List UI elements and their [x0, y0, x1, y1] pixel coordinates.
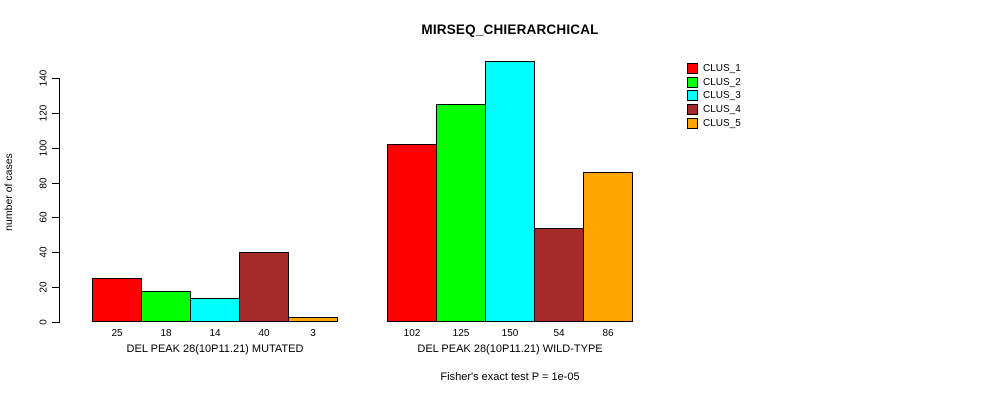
bar-value-label: 25	[111, 328, 123, 339]
bar-value-label: 86	[602, 328, 614, 339]
y-tick-label: 40	[38, 246, 50, 258]
legend-label: CLUS_4	[703, 104, 741, 116]
legend-swatch-clus_4	[687, 104, 698, 116]
legend-label: CLUS_3	[703, 90, 741, 102]
bar-value-label: 150	[501, 328, 519, 339]
legend-label: CLUS_2	[703, 76, 741, 88]
bar-value-label: 18	[160, 328, 172, 339]
y-tick-label: 60	[38, 211, 50, 223]
bar-clus_5-group2	[583, 172, 633, 322]
x-group-label: DEL PEAK 28(10P11.21) WILD-TYPE	[417, 343, 603, 355]
bar-clus_4-group1	[239, 252, 289, 322]
y-axis-tick	[52, 252, 60, 253]
y-tick-label: 140	[38, 69, 50, 87]
y-axis-tick	[52, 183, 60, 184]
bar-value-label: 40	[258, 328, 270, 339]
bar-clus_1-group1	[92, 278, 142, 322]
y-tick-label: 20	[38, 281, 50, 293]
legend-label: CLUS_1	[703, 63, 741, 74]
bar-clus_4-group2	[534, 228, 584, 322]
y-axis-tick	[52, 322, 60, 323]
y-tick-label: 80	[38, 177, 50, 189]
bar-value-label: 102	[403, 328, 421, 339]
bar-value-label: 3	[310, 328, 316, 339]
chart-title: MIRSEQ_CHIERARCHICAL	[421, 22, 599, 37]
bar-clus_3-group1	[190, 298, 240, 322]
y-tick-label: 120	[38, 104, 50, 122]
legend-swatch-clus_2	[687, 76, 698, 88]
y-tick-label: 100	[38, 139, 50, 157]
legend-label: CLUS_5	[703, 117, 741, 129]
bar-clus_5-group1	[288, 317, 338, 322]
y-axis-line	[59, 78, 60, 323]
y-axis-tick	[52, 287, 60, 288]
bar-clus_1-group2	[387, 144, 437, 322]
y-tick-label: 0	[38, 319, 50, 325]
bar-clus_3-group2	[485, 61, 535, 322]
y-axis-tick	[52, 148, 60, 149]
x-group-label: DEL PEAK 28(10P11.21) MUTATED	[126, 343, 304, 355]
bar-value-label: 14	[209, 328, 221, 339]
legend-swatch-clus_3	[687, 90, 698, 102]
y-axis-tick	[52, 78, 60, 79]
bar-value-label: 54	[553, 328, 565, 339]
bar-value-label: 125	[452, 328, 470, 339]
y-axis-tick	[52, 217, 60, 218]
legend-swatch-clus_5	[687, 117, 698, 129]
bar-clus_2-group1	[141, 291, 191, 322]
fisher-test-annotation: Fisher's exact test P = 1e-05	[440, 371, 580, 383]
legend-swatch-clus_1	[687, 63, 698, 74]
bar-clus_2-group2	[436, 104, 486, 322]
y-axis-tick	[52, 113, 60, 114]
